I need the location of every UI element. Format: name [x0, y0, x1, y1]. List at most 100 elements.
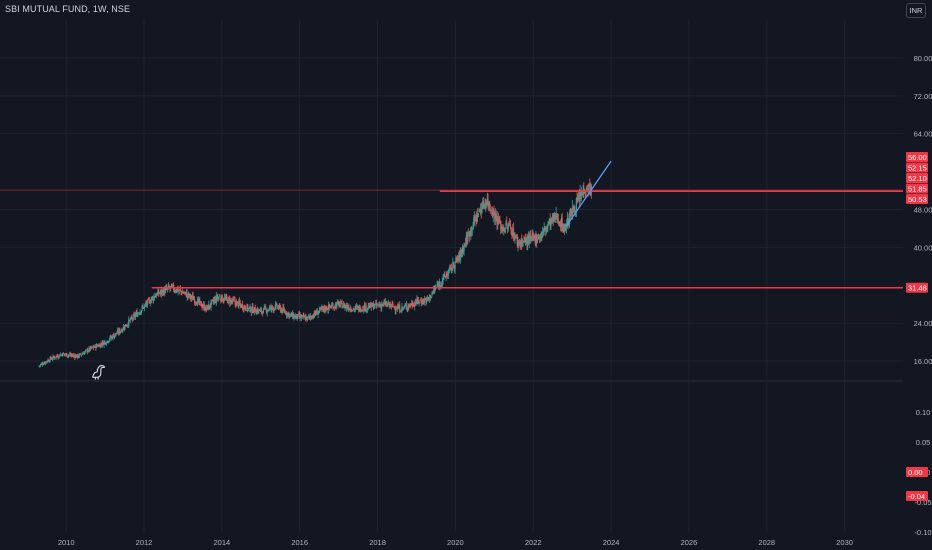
candle-body [143, 305, 146, 309]
candle-body [426, 297, 428, 299]
candle-body [522, 241, 524, 243]
candle-body [539, 233, 542, 238]
candle-body [407, 305, 409, 309]
candle-body [385, 303, 387, 306]
candle-body [191, 295, 193, 297]
candle-body [468, 231, 470, 237]
candle-body [159, 292, 161, 294]
candle-body [211, 300, 213, 302]
candle-body [218, 296, 220, 298]
candle-body [103, 341, 105, 346]
candle-body [546, 226, 548, 228]
candle-body [188, 293, 190, 297]
candle-body [303, 314, 305, 318]
candle-body [456, 259, 458, 261]
candle-body [387, 302, 390, 305]
candle-body [243, 306, 245, 311]
x-tick-label: 2026 [681, 538, 698, 547]
candle-body [470, 227, 472, 235]
candle-body [433, 289, 435, 291]
candle-body [502, 228, 504, 232]
candle-body [61, 354, 63, 356]
candle-body [497, 216, 499, 225]
candle-body [251, 306, 253, 311]
candle-body [268, 307, 271, 310]
candle-body [390, 305, 392, 307]
candle-body [41, 363, 43, 365]
candle-body [580, 193, 583, 196]
candle-body [367, 305, 369, 309]
candle-body [500, 227, 503, 229]
currency-button[interactable]: INR [906, 3, 926, 18]
candle-body [187, 294, 189, 296]
candle-body [428, 298, 430, 300]
candle-body [437, 284, 439, 286]
candle-body [379, 304, 381, 307]
candle-body [74, 355, 76, 358]
candle-body [228, 297, 230, 299]
candle-body [101, 341, 104, 345]
candle-body [338, 302, 340, 307]
candle-body [524, 237, 527, 243]
candle-body [107, 341, 109, 343]
candle-body [95, 344, 98, 349]
candle-body [220, 294, 223, 302]
candle-body [193, 299, 195, 301]
candle-body [541, 233, 543, 238]
candle-body [203, 304, 205, 311]
candle-body [86, 349, 89, 352]
tradingview-dino-icon[interactable] [90, 362, 108, 380]
osc-y-tick-label: 0.05 [916, 438, 931, 447]
candle-body [93, 347, 95, 349]
candle-body [298, 314, 301, 318]
candle-body [74, 355, 77, 359]
candle-body [424, 299, 426, 301]
candle-body [368, 306, 370, 309]
candle-body [114, 333, 116, 336]
candle-body [71, 354, 73, 356]
candle-body [477, 213, 479, 218]
candle-body [210, 301, 212, 308]
candle-body [244, 305, 246, 309]
candle-body [154, 296, 156, 298]
candle-body [121, 329, 123, 332]
candle-body [112, 334, 114, 339]
candle-body [420, 301, 423, 303]
symbol-title[interactable]: SBI MUTUAL FUND, 1W, NSE [5, 4, 131, 14]
candle-body [250, 306, 252, 313]
candle-body [85, 349, 87, 351]
candle-body [420, 300, 422, 302]
candle-body [380, 304, 382, 308]
candle-body [402, 307, 405, 309]
candle-body [283, 309, 286, 313]
candle-body [322, 306, 324, 309]
candle-body [396, 308, 398, 310]
candle-body [387, 304, 389, 306]
candle-body [418, 302, 420, 304]
candle-body [423, 299, 426, 303]
candle-body [140, 310, 143, 313]
candle-body [312, 315, 314, 319]
candle-body [194, 299, 196, 303]
candle-body [58, 354, 60, 358]
candle-body [133, 313, 135, 315]
trend-line [565, 160, 612, 227]
candle-body [545, 226, 548, 231]
candle-body [467, 232, 470, 234]
candle-body [373, 306, 375, 309]
candle-body [244, 307, 247, 310]
candle-body [301, 315, 303, 317]
candle-body [481, 208, 483, 212]
candle-body [300, 315, 302, 319]
candle-body [497, 217, 500, 223]
candle-body [571, 210, 573, 216]
candle-body [483, 204, 485, 209]
candle-body [73, 355, 75, 356]
candle-body [65, 353, 67, 355]
candle-body [100, 343, 102, 345]
candle-body [259, 309, 261, 312]
candle-body [54, 357, 56, 359]
candle-body [145, 303, 147, 305]
candle-body [415, 303, 417, 304]
